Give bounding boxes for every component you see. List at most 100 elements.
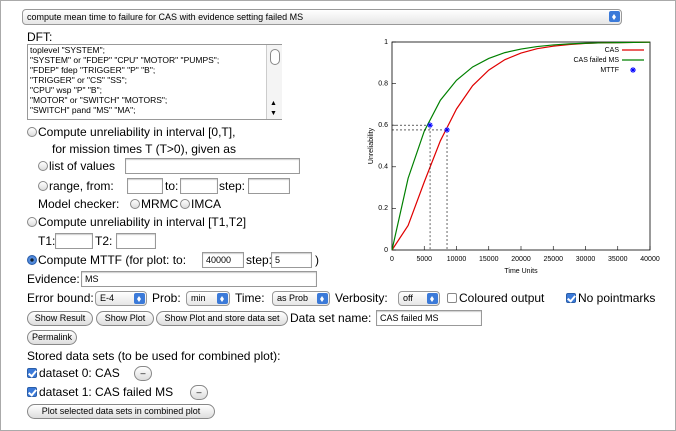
label: dataset 1: CAS failed MS bbox=[39, 385, 174, 399]
dft-label: DFT: bbox=[27, 30, 53, 44]
x-tick-label: 40000 bbox=[640, 256, 660, 263]
select-text: as Prob bbox=[277, 293, 309, 303]
dft-line: "TRIGGER" or "CS" "SS"; bbox=[30, 75, 127, 85]
label: step: bbox=[219, 179, 246, 193]
select[interactable]: min bbox=[186, 291, 230, 306]
mttf-guide bbox=[392, 129, 448, 250]
select-text: off bbox=[403, 293, 413, 303]
checkbox-checked[interactable] bbox=[566, 293, 576, 303]
input[interactable]: MS bbox=[81, 271, 317, 287]
radio[interactable] bbox=[130, 199, 140, 209]
button[interactable]: Show Plot bbox=[96, 311, 154, 326]
label: dataset 0: CAS bbox=[39, 366, 120, 380]
checkbox-checked[interactable] bbox=[27, 387, 37, 397]
label: Time: bbox=[235, 291, 265, 305]
mttf-guide bbox=[392, 124, 431, 250]
mttf-point bbox=[444, 126, 451, 133]
dft-line: "FDEP" fdep "TRIGGER" "P" "B"; bbox=[30, 65, 156, 75]
y-tick-label: 0.2 bbox=[378, 205, 388, 212]
label: to: bbox=[165, 179, 179, 193]
label: Data set name: bbox=[290, 311, 372, 325]
button[interactable]: – bbox=[190, 385, 208, 400]
input[interactable]: CAS failed MS bbox=[376, 310, 482, 326]
radio[interactable] bbox=[27, 217, 37, 227]
input[interactable] bbox=[180, 178, 218, 194]
select[interactable]: off bbox=[398, 291, 440, 306]
y-axis-label: Unreliability bbox=[368, 127, 375, 164]
option-text: Compute MTTF (for plot: to: bbox=[38, 253, 187, 267]
radio[interactable] bbox=[38, 161, 48, 171]
dft-line: toplevel "SYSTEM"; bbox=[30, 45, 106, 55]
label: Error bound: bbox=[27, 291, 94, 305]
x-tick-label: 35000 bbox=[608, 256, 628, 263]
dft-line: "SWITCH" pand "MS" "MA"; bbox=[30, 105, 136, 115]
label: list of values bbox=[49, 159, 116, 173]
dft-textarea[interactable]: toplevel "SYSTEM"; "SYSTEM" or "FDEP" "CP… bbox=[27, 44, 282, 120]
y-tick-label: 0.8 bbox=[378, 80, 388, 87]
x-tick-label: 25000 bbox=[544, 256, 564, 263]
mode-select[interactable]: compute mean time to failure for CAS wit… bbox=[22, 9, 622, 25]
y-tick-label: 0 bbox=[384, 247, 388, 254]
label: Model checker: bbox=[38, 197, 120, 211]
checkbox[interactable] bbox=[447, 293, 457, 303]
legend-label: CAS bbox=[605, 47, 620, 54]
label: MRMC bbox=[141, 197, 179, 211]
mttf-point bbox=[427, 122, 434, 129]
label: T2: bbox=[95, 234, 113, 248]
legend-label: CAS failed MS bbox=[573, 57, 619, 64]
checkbox-checked[interactable] bbox=[27, 368, 37, 378]
radio-selected[interactable] bbox=[27, 255, 37, 265]
star-stroke bbox=[630, 67, 636, 73]
x-tick-label: 20000 bbox=[511, 256, 531, 263]
select-text: E-4 bbox=[100, 293, 115, 303]
dft-line: "SYSTEM" or "FDEP" "CPU" "MOTOR" "PUMPS"… bbox=[30, 55, 220, 65]
y-tick-label: 0.6 bbox=[378, 122, 388, 129]
button[interactable]: Plot selected data sets in combined plot bbox=[27, 404, 215, 419]
input[interactable]: 40000 bbox=[202, 252, 244, 268]
label: No pointmarks bbox=[578, 291, 656, 305]
label: Prob: bbox=[152, 291, 181, 305]
dft-line: "MOTOR" or "SWITCH" "MOTORS"; bbox=[30, 95, 168, 105]
x-tick-label: 0 bbox=[390, 256, 394, 263]
scrollbar[interactable]: ▲ ▼ bbox=[266, 45, 282, 119]
label: Stored data sets (to be used for combine… bbox=[27, 349, 281, 363]
star-stroke bbox=[427, 122, 434, 129]
star-stroke bbox=[444, 126, 451, 133]
radio[interactable] bbox=[27, 127, 37, 137]
button[interactable]: Show Plot and store data set bbox=[156, 311, 288, 326]
input[interactable] bbox=[116, 233, 156, 249]
select[interactable]: as Prob bbox=[272, 291, 330, 306]
label: IMCA bbox=[191, 197, 221, 211]
chart: 0 5000 10000 15000 20000 25000 30000 35000 40000… bbox=[368, 39, 660, 275]
option-text: Compute unreliability in interval [T1,T2… bbox=[38, 215, 247, 229]
button[interactable]: Permalink bbox=[27, 330, 77, 345]
legend-label: MTTF bbox=[600, 67, 619, 74]
label: T1: bbox=[38, 234, 56, 248]
input[interactable]: 5 bbox=[271, 252, 312, 268]
button[interactable]: Show Result bbox=[27, 311, 93, 326]
input[interactable] bbox=[125, 158, 300, 174]
input[interactable] bbox=[248, 178, 290, 194]
label: Verbosity: bbox=[335, 291, 388, 305]
input[interactable] bbox=[127, 178, 163, 194]
x-tick-label: 5000 bbox=[416, 256, 432, 263]
x-tick-label: 10000 bbox=[447, 256, 467, 263]
radio[interactable] bbox=[180, 199, 190, 209]
label: ) bbox=[315, 253, 319, 267]
radio[interactable] bbox=[38, 181, 48, 191]
input[interactable] bbox=[55, 233, 93, 249]
label: step: bbox=[246, 253, 273, 267]
x-tick-label: 15000 bbox=[479, 256, 499, 263]
label: Coloured output bbox=[459, 291, 545, 305]
hint-text: for mission times T (T>0), given as bbox=[52, 142, 236, 156]
select[interactable]: E-4 bbox=[95, 291, 147, 306]
legend-marker bbox=[630, 67, 636, 73]
x-tick-label: 30000 bbox=[576, 256, 596, 263]
label: range, from: bbox=[49, 179, 114, 193]
button[interactable]: – bbox=[134, 366, 152, 381]
series-line bbox=[391, 41, 651, 251]
dft-line: "CPU" wsp "P" "B"; bbox=[30, 85, 102, 95]
mode-select-text: compute mean time to failure for CAS wit… bbox=[27, 12, 304, 22]
x-axis-label: Time Units bbox=[504, 268, 538, 275]
